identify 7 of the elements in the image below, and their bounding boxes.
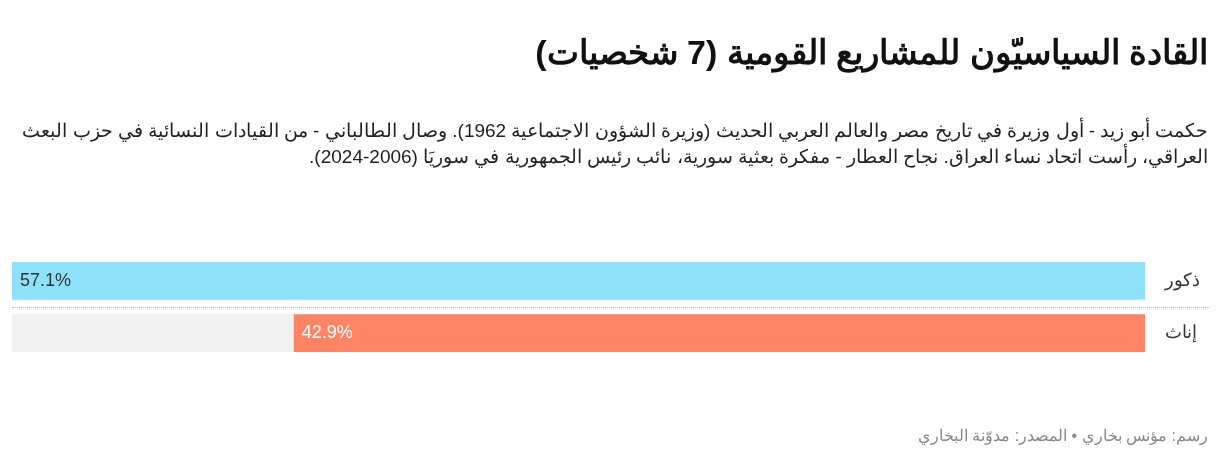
y-tick-label: ذكور <box>1164 269 1200 291</box>
data-label: 42.9% <box>301 322 353 343</box>
chart-subtitle: حكمت أبو زيد - أول وزيرة في تاريخ مصر والعالم العربي الحديث (وزيرة الشؤون الاجتماعية 1962). وصال الطالباني - من القيادات النسائية في حزب البعث العراقي، رأست اتحاد نساء العراق. نجاح العطار - مفكرة بعثية سورية، نائب رئيس الجمهورية في سوريَا (2006-2024). <box>21 118 1208 170</box>
chart-title: القادة السياسيّون للمشاريع القومية (7 شخصيات) <box>535 32 1208 72</box>
text: رسم: مؤنس بخاري • المصدر: مدوّنة البخاري <box>917 426 1208 445</box>
data-label: 57.1% <box>20 269 72 290</box>
y-tick-label: إناث <box>1165 322 1197 344</box>
